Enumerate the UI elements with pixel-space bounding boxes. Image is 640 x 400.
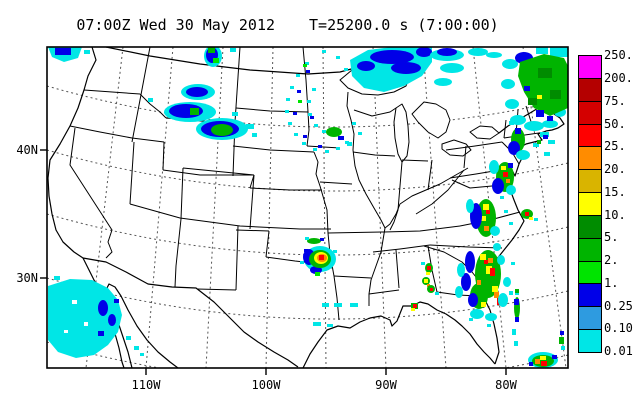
colorbar-label: 2. xyxy=(604,253,619,267)
colorbar-segment xyxy=(579,307,601,331)
precip-oklahoma-storm xyxy=(300,237,337,276)
plot-model-time: T=25200.0 s (7:00:00) xyxy=(309,16,499,34)
colorbar-label: 20. xyxy=(604,162,626,176)
colorbar-label: 25. xyxy=(604,139,626,153)
colorbar-segment xyxy=(579,215,601,239)
lat-label-30n: 30N xyxy=(16,271,38,285)
lat-label-40n: 40N xyxy=(16,143,38,157)
colorbar xyxy=(578,55,602,353)
precipitation-field xyxy=(48,47,568,368)
colorbar-label: 10. xyxy=(604,208,626,222)
colorbar-label: 15. xyxy=(604,185,626,199)
precip-baja-blob xyxy=(48,276,144,358)
colorbar-segment xyxy=(579,170,601,194)
precip-louisiana-cell xyxy=(411,303,418,311)
state-boundaries xyxy=(69,47,547,321)
precip-minnesota-spiral xyxy=(285,47,432,153)
colorbar-segment xyxy=(579,193,601,216)
lon-label-80w: 80W xyxy=(495,378,517,392)
colorbar-segment xyxy=(579,78,601,102)
colorbar-label: 50. xyxy=(604,117,626,131)
lon-label-110w: 110W xyxy=(131,378,161,392)
colorbar-segment xyxy=(579,56,601,79)
colorbar-segment xyxy=(579,147,601,171)
colorbar-label: 0.01 xyxy=(604,344,633,358)
colorbar-label: 5. xyxy=(604,230,619,244)
colorbar-segment xyxy=(579,238,601,262)
colorbar-label: 0.25 xyxy=(604,299,633,313)
plot-title: 07:00Z Wed 30 May 2012 T=25200.0 s (7:00… xyxy=(0,16,575,34)
precip-texas-gulf xyxy=(313,303,358,327)
precip-montana xyxy=(164,84,257,140)
lon-label-100w: 100W xyxy=(251,378,281,392)
colorbar-segment xyxy=(579,330,601,352)
plot-timestamp: 07:00Z Wed 30 May 2012 xyxy=(76,16,276,34)
precip-bahamas-cell xyxy=(528,331,565,368)
precip-north-dakota xyxy=(204,47,236,67)
plot-frame xyxy=(46,46,569,369)
colorbar-label: 0.10 xyxy=(604,321,633,335)
precip-midatlantic-band xyxy=(455,121,538,327)
axis-ticks xyxy=(40,149,507,375)
lon-label-90w: 90W xyxy=(375,378,397,392)
colorbar-segment xyxy=(579,101,601,125)
precip-vancouver xyxy=(48,47,153,102)
colorbar-segment xyxy=(579,284,601,308)
precip-florida-streak xyxy=(509,289,520,346)
colorbar-label: 250. xyxy=(604,48,633,62)
precip-alabama xyxy=(421,262,439,295)
colorbar-label: 75. xyxy=(604,94,626,108)
colorbar-segment xyxy=(579,261,601,285)
colorbar-segment xyxy=(579,124,601,148)
colorbar-label: 1. xyxy=(604,276,619,290)
precip-northeast xyxy=(430,47,568,156)
colorbar-label: 200. xyxy=(604,71,633,85)
